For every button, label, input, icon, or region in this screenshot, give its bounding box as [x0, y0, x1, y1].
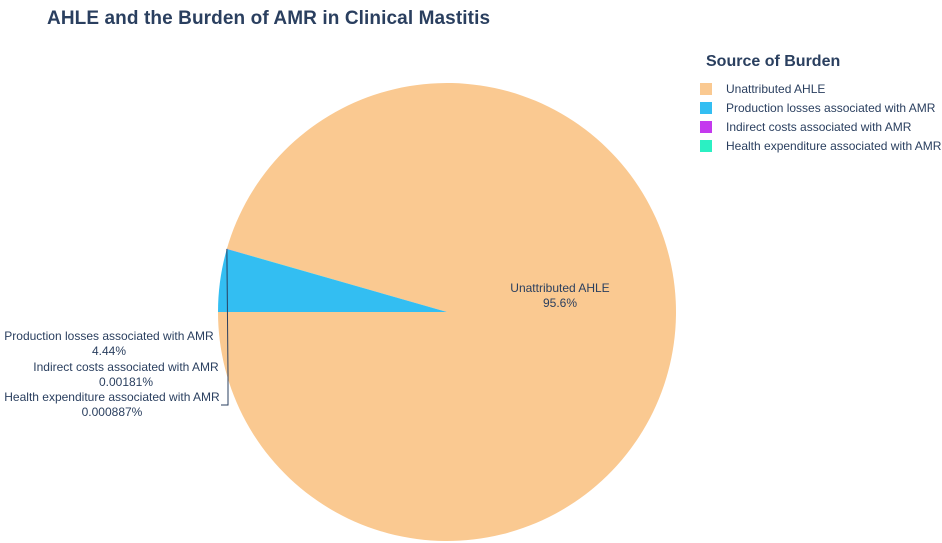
legend-item[interactable]: Health expenditure associated with AMR	[700, 136, 941, 155]
legend-label: Unattributed AHLE	[726, 81, 826, 96]
pie-slice[interactable]	[218, 248, 447, 312]
legend-label: Production losses associated with AMR	[726, 100, 936, 115]
chart-title: AHLE and the Burden of AMR in Clinical M…	[47, 8, 491, 29]
pie-slice[interactable]	[226, 248, 447, 312]
legend-label: Indirect costs associated with AMR	[726, 119, 912, 134]
legend: Source of Burden Unattributed AHLE Produc…	[700, 53, 941, 155]
pie-slice[interactable]	[226, 248, 447, 312]
legend-label: Health expenditure associated with AMR	[726, 138, 942, 153]
slice-label: Indirect costs associated with AMR 0.0018…	[33, 360, 219, 389]
slice-label: Production losses associated with AMR 4.4…	[4, 329, 214, 358]
legend-swatch	[700, 82, 712, 95]
slice-label: Unattributed AHLE 95.6%	[510, 281, 609, 310]
legend-item[interactable]: Production losses associated with AMR	[700, 98, 941, 117]
legend-item[interactable]: Unattributed AHLE	[700, 79, 941, 98]
legend-swatch	[700, 101, 712, 114]
legend-swatch	[700, 120, 712, 133]
legend-swatch	[700, 139, 712, 152]
pie-slice[interactable]	[218, 82, 676, 541]
slice-label: Health expenditure associated with AMR 0.…	[4, 390, 220, 419]
label-connector	[221, 248, 229, 406]
legend-title: Source of Burden	[706, 53, 841, 70]
legend-item[interactable]: Indirect costs associated with AMR	[700, 117, 941, 136]
